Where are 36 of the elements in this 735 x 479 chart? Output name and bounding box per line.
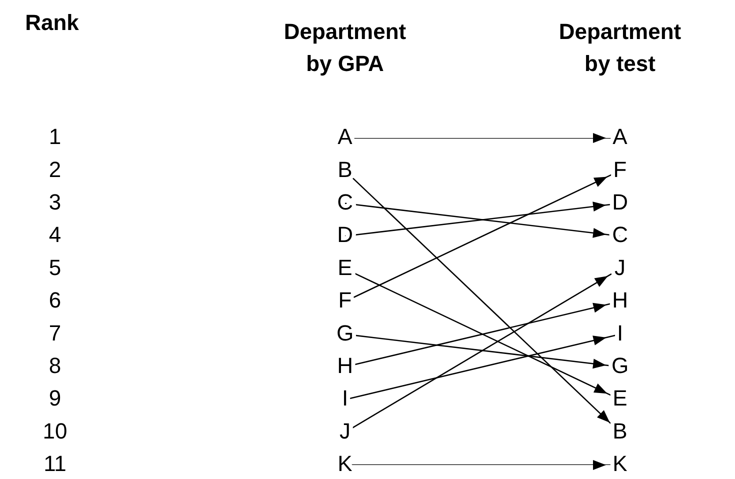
text: F — [338, 288, 352, 313]
text: K — [612, 451, 628, 476]
y-tick-label: 2 — [48, 156, 62, 182]
series-label: K — [338, 451, 353, 476]
text: C — [337, 189, 353, 214]
y-tick-label: 11 — [44, 451, 66, 476]
series-label: A — [338, 124, 353, 150]
y-tick-label: 9 — [48, 386, 62, 411]
legend-label: I — [616, 320, 624, 346]
text: A — [612, 124, 628, 150]
y-tick-label: 8 — [48, 352, 62, 378]
text: H — [337, 352, 353, 378]
text: I — [342, 386, 348, 411]
text: B — [338, 156, 352, 182]
y-tick-label: 7 — [48, 320, 62, 346]
legend-label: J — [614, 254, 626, 280]
y-tick-label: 5 — [48, 254, 62, 280]
legend-label: E — [612, 386, 628, 411]
text: D — [612, 189, 628, 214]
legend-label: H — [612, 288, 628, 313]
legend-label: F — [613, 156, 627, 182]
x-tick-label: Department by test — [558, 19, 682, 76]
y-tick-label: 6 — [48, 288, 62, 313]
y-tick-label: 1 — [48, 124, 62, 150]
text: J — [340, 418, 350, 444]
y-tick-label: 3 — [48, 189, 62, 214]
series-label: D — [337, 222, 353, 248]
y-tick-label: 10 — [42, 418, 68, 444]
series-label: C — [612, 222, 628, 248]
y-axis-title: Rank — [25, 10, 80, 36]
legend-label: B — [612, 418, 628, 444]
x-tick-label: Department by GPA — [284, 19, 407, 76]
y-tick-label: 4 — [48, 222, 62, 248]
series-label: G — [611, 352, 629, 378]
text: E — [338, 254, 352, 280]
text: G — [336, 320, 354, 346]
